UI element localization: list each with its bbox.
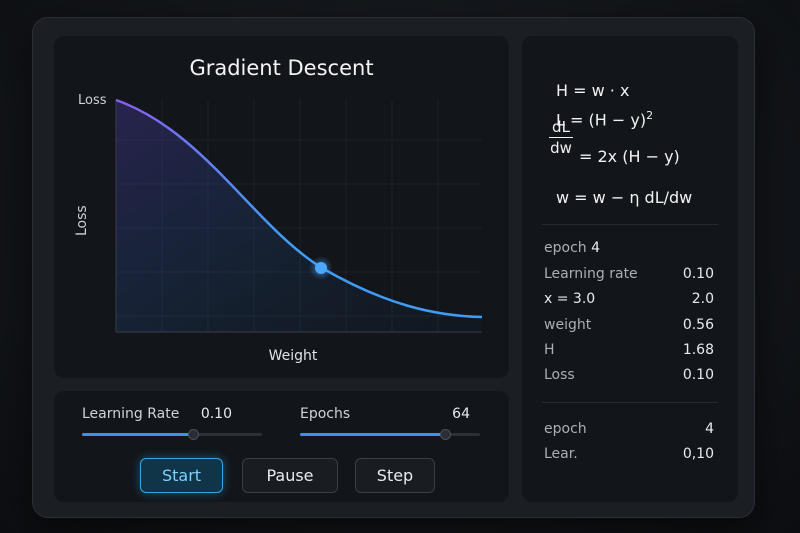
stat-value: 2.0 [691,291,714,307]
epochs-slider-fill [300,433,446,436]
controls-panel: Learning Rate 0.10 Epochs 64 Start Pause… [54,391,509,502]
fraction-numerator: dL [552,118,570,136]
epochs-slider[interactable] [300,428,480,440]
fraction-bar [549,137,573,138]
learning-rate-slider-fill [82,433,194,436]
epochs-value: 64 [452,406,470,422]
history-value: 0,10 [682,446,714,462]
x-axis-label: Weight [269,348,318,364]
formula-h: H = w · x [556,81,630,100]
learning-rate-slider-thumb[interactable] [188,428,200,440]
loss-area [116,100,482,332]
epoch-label: epoch [544,240,587,256]
divider [542,402,718,403]
loss-chart: Loss Loss Weight [74,93,483,364]
start-button[interactable]: Start [140,458,223,493]
stat-value: 0.10 [682,266,714,282]
stat-value: 1.68 [682,342,714,358]
stat-label-text: x = 3.0 [544,291,596,307]
formula-derivative: = 2x (H − y) [579,147,680,166]
stat-label: x = 3.0 [544,291,595,307]
y-axis-top-label: Loss [78,93,107,108]
app-window: Gradient Descent [32,17,755,518]
stat-label: Learning rate [544,266,638,282]
stat-value: 0.10 [682,367,714,383]
history-label: Lear. [544,446,578,462]
stat-label: weight [544,317,592,333]
current-point [315,262,327,274]
stat-label: Loss [544,367,575,383]
history-value: 4 [705,421,714,437]
info-panel: H = w · x L = (H − y)2 dL dw = 2x (H − y… [522,36,738,502]
fraction-denominator: dw [550,139,572,157]
formula-update: w = w − η dL/dw [556,188,693,207]
epoch-value: 4 [591,240,601,256]
epochs-label: Epochs [300,406,351,422]
stat-value: 0.56 [682,317,714,333]
pause-button[interactable]: Pause [242,458,338,493]
learning-rate-value: 0.10 [200,406,232,422]
epochs-slider-thumb[interactable] [440,428,452,440]
learning-rate-slider[interactable] [82,428,262,440]
divider [542,224,718,225]
formula-loss-exponent: 2 [646,109,654,122]
history-label: epoch [544,421,587,437]
formula-loss: L = (H − y)2 [556,109,653,129]
epoch-row: epoch 4 [544,240,600,256]
learning-rate-label: Learning Rate [82,406,180,422]
formula-derivative-fraction: dL dw [549,118,573,157]
formula-loss-text: L = (H − y) [556,110,647,130]
chart-title: Gradient Descent [189,56,374,80]
chart-panel: Gradient Descent [54,36,509,378]
stat-label: H [544,342,555,358]
y-axis-label: Loss [74,205,90,236]
step-button[interactable]: Step [355,458,435,493]
